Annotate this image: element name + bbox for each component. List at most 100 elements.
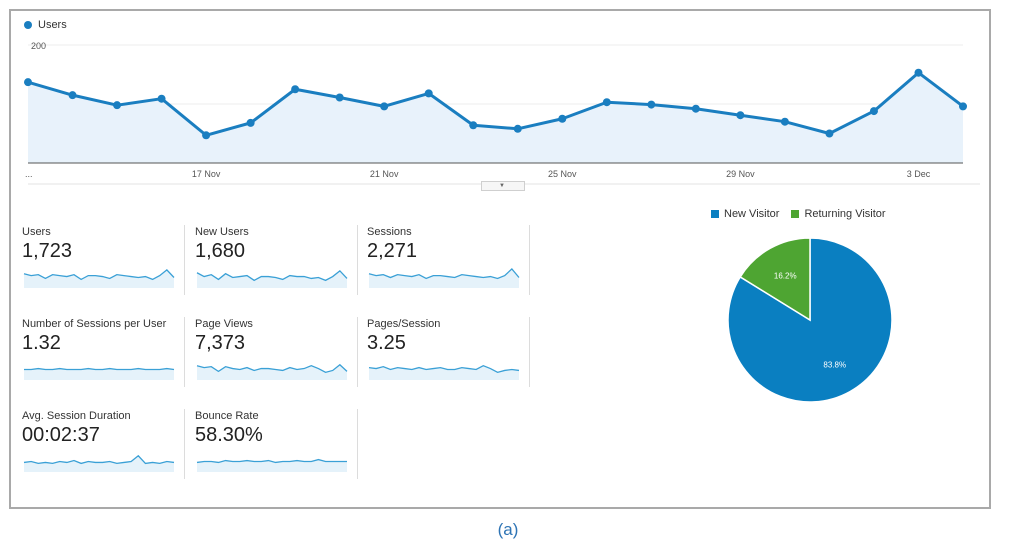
users-data-point[interactable] bbox=[469, 121, 478, 130]
metric-tile[interactable]: New Users 1,680 bbox=[195, 226, 355, 298]
metric-sparkline bbox=[24, 367, 175, 380]
metric-sparkline bbox=[196, 458, 347, 472]
metric-label: New Users bbox=[195, 226, 249, 238]
metric-tile[interactable]: Users 1,723 bbox=[22, 226, 182, 298]
metric-divider bbox=[184, 317, 185, 387]
users-data-point[interactable] bbox=[558, 114, 567, 123]
users-legend-label: Users bbox=[38, 19, 67, 31]
sparkline-fill bbox=[369, 365, 519, 380]
metric-sparkline bbox=[368, 268, 520, 288]
pie-slice-label: 83.8% bbox=[823, 360, 846, 369]
users-data-point[interactable] bbox=[869, 107, 878, 116]
users-data-point[interactable] bbox=[602, 98, 611, 107]
sparkline-fill bbox=[197, 364, 347, 380]
figure-caption: (a) bbox=[497, 520, 519, 539]
chevron-down-icon: ▼ bbox=[499, 183, 505, 189]
users-data-point[interactable] bbox=[424, 89, 433, 98]
chart-collapse-toggle[interactable]: ▼ bbox=[481, 181, 525, 191]
users-data-point[interactable] bbox=[691, 104, 700, 113]
metric-divider bbox=[529, 317, 530, 387]
metric-label: Sessions bbox=[367, 226, 412, 238]
users-data-point[interactable] bbox=[246, 118, 255, 127]
x-tick-label: 21 Nov bbox=[370, 169, 399, 179]
users-data-point[interactable] bbox=[202, 131, 211, 140]
users-data-point[interactable] bbox=[914, 68, 923, 77]
metric-sparkline bbox=[23, 269, 175, 288]
metric-label: Users bbox=[22, 226, 51, 238]
users-data-point[interactable] bbox=[380, 102, 389, 111]
metric-label: Page Views bbox=[195, 318, 253, 330]
sparkline-line bbox=[368, 268, 520, 280]
sparkline-line bbox=[23, 454, 175, 465]
sparkline-fill bbox=[24, 269, 174, 288]
metric-value: 58.30% bbox=[195, 424, 263, 446]
pie-slice-returning-visitor[interactable] bbox=[739, 237, 811, 322]
pie-legend-returning-visitor[interactable]: Returning Visitor bbox=[791, 208, 886, 220]
pie-legend: New Visitor Returning Visitor bbox=[711, 208, 898, 220]
y-tick-label: 200 bbox=[31, 41, 46, 51]
metric-value: 1,723 bbox=[22, 240, 73, 262]
metric-sparkline bbox=[23, 454, 175, 472]
metric-tile[interactable]: Page Views 7,373 bbox=[195, 318, 355, 390]
returning-visitor-label: Returning Visitor bbox=[804, 208, 886, 220]
metric-divider bbox=[184, 225, 185, 295]
metric-value: 3.25 bbox=[367, 332, 406, 354]
metric-tile[interactable]: Avg. Session Duration 00:02:37 bbox=[22, 410, 182, 482]
users-data-point[interactable] bbox=[24, 78, 32, 87]
metric-label: Bounce Rate bbox=[195, 410, 259, 422]
sparkline-line bbox=[196, 269, 348, 282]
users-data-point[interactable] bbox=[825, 129, 834, 138]
x-tick-label: 3 Dec bbox=[907, 169, 931, 179]
x-tick-label: 25 Nov bbox=[548, 169, 577, 179]
users-data-point[interactable] bbox=[647, 100, 656, 109]
metric-label: Number of Sessions per User bbox=[22, 318, 167, 330]
x-tick-label: 29 Nov bbox=[726, 169, 755, 179]
users-legend-dot bbox=[24, 21, 32, 29]
pie-slice-new-visitor[interactable] bbox=[727, 237, 893, 403]
sparkline-fill bbox=[24, 368, 174, 380]
sparkline-fill bbox=[197, 270, 347, 288]
new-visitor-swatch bbox=[711, 210, 719, 218]
metric-value: 2,271 bbox=[367, 240, 418, 262]
metric-tile[interactable]: Bounce Rate 58.30% bbox=[195, 410, 355, 482]
sparkline-line bbox=[196, 458, 347, 464]
returning-visitor-swatch bbox=[791, 210, 800, 218]
users-series-line bbox=[27, 71, 964, 137]
sparkline-line bbox=[24, 367, 175, 371]
metric-tile[interactable]: Sessions 2,271 bbox=[367, 226, 527, 298]
sparkline-line bbox=[368, 364, 520, 374]
metric-divider bbox=[184, 409, 185, 479]
metric-sparkline bbox=[368, 364, 520, 380]
users-data-point[interactable] bbox=[68, 91, 77, 100]
sparkline-line bbox=[23, 269, 175, 281]
x-tick-label: 17 Nov bbox=[192, 169, 221, 179]
metric-sparkline bbox=[196, 269, 348, 288]
metric-value: 00:02:37 bbox=[22, 424, 100, 446]
users-data-point[interactable] bbox=[113, 101, 122, 110]
pie-slice-label: 16.2% bbox=[774, 272, 797, 281]
users-legend[interactable]: Users bbox=[24, 19, 67, 31]
users-data-point[interactable] bbox=[736, 111, 745, 120]
x-tick-label: ... bbox=[25, 169, 33, 179]
users-data-point[interactable] bbox=[513, 124, 522, 133]
users-data-point[interactable] bbox=[335, 93, 344, 102]
metric-value: 7,373 bbox=[195, 332, 246, 354]
pie-legend-new-visitor[interactable]: New Visitor bbox=[711, 208, 779, 220]
metric-value: 1.32 bbox=[22, 332, 61, 354]
metric-divider bbox=[357, 225, 358, 295]
users-data-point[interactable] bbox=[780, 117, 789, 126]
users-data-point[interactable] bbox=[291, 85, 300, 94]
visitor-pie-chart[interactable]: 83.8% 16.2% bbox=[720, 230, 900, 410]
metric-tile[interactable]: Pages/Session 3.25 bbox=[367, 318, 527, 390]
users-data-point[interactable] bbox=[959, 102, 967, 111]
metric-label: Pages/Session bbox=[367, 318, 441, 330]
metric-label: Avg. Session Duration bbox=[22, 410, 131, 422]
metric-divider bbox=[357, 409, 358, 479]
metric-tile[interactable]: Number of Sessions per User 1.32 bbox=[22, 318, 182, 390]
sparkline-fill bbox=[197, 459, 347, 472]
metric-divider bbox=[357, 317, 358, 387]
users-data-point[interactable] bbox=[157, 94, 166, 103]
users-area-fill bbox=[28, 72, 963, 163]
metric-sparkline bbox=[196, 363, 348, 380]
